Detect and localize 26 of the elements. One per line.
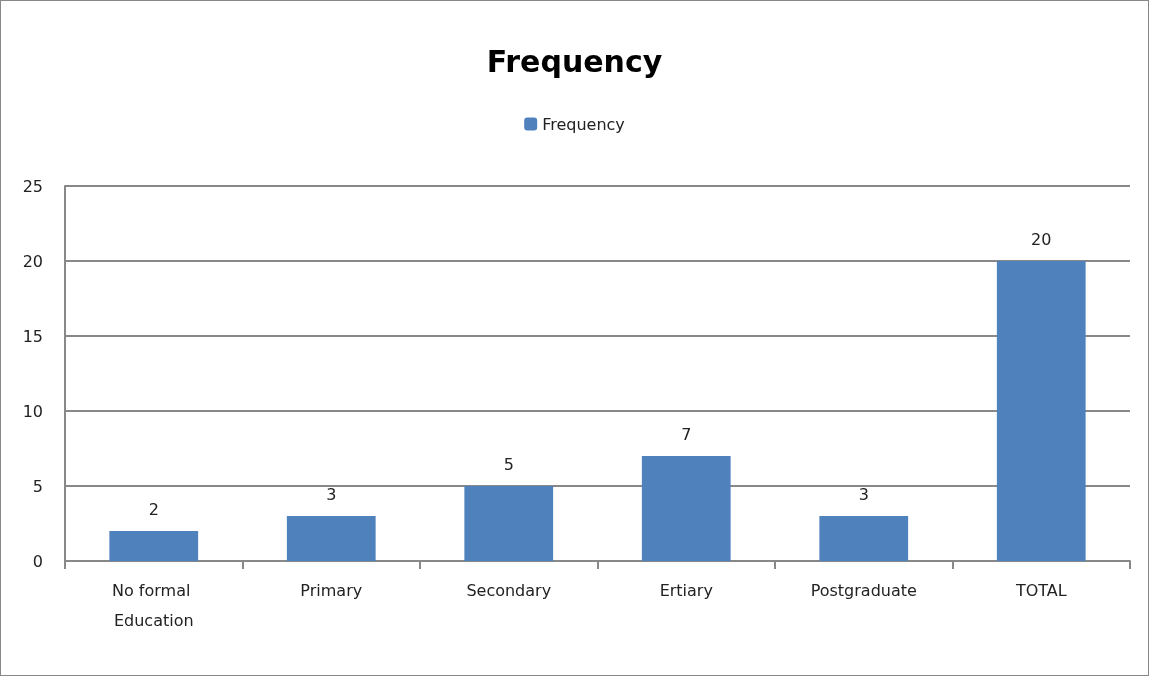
bar (464, 486, 554, 561)
x-tick-label: Secondary (466, 580, 552, 600)
x-tick-label: Postgraduate (810, 580, 917, 600)
x-tick-label: Ertiary (659, 580, 713, 600)
data-label: 3 (858, 484, 869, 504)
bar (109, 531, 199, 561)
data-label: 7 (681, 424, 692, 444)
bar (286, 516, 376, 561)
data-label: 20 (1031, 229, 1052, 249)
bar (641, 456, 731, 561)
y-tick-label: 25 (22, 176, 43, 196)
data-label: 3 (326, 484, 337, 504)
bar (819, 516, 909, 561)
chart-title: Frequency (486, 43, 663, 79)
y-tick-label: 0 (32, 551, 43, 571)
data-label: 2 (148, 499, 159, 519)
y-tick-label: 5 (32, 476, 43, 496)
bar (996, 261, 1086, 561)
x-tick-label: TOTAL (1014, 580, 1067, 600)
y-tick-label: 10 (22, 401, 43, 421)
y-tick-label: 20 (22, 251, 43, 271)
x-tick-label: Primary (300, 580, 363, 600)
y-tick-label: 15 (22, 326, 43, 346)
data-label: 5 (503, 454, 514, 474)
x-tick-label: No formal Education (112, 580, 196, 630)
legend-label: Frequency (542, 114, 625, 134)
